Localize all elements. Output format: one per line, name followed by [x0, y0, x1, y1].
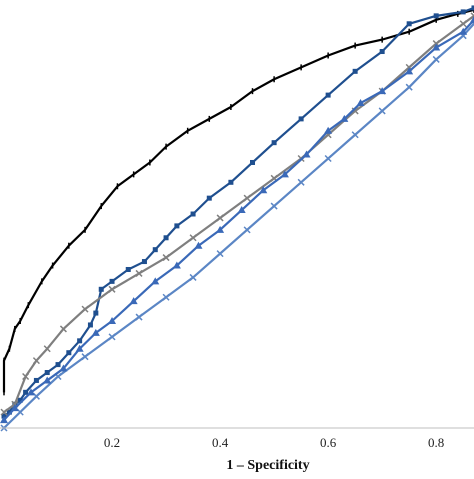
series-3-point	[190, 274, 196, 280]
series-1-point	[353, 69, 358, 74]
series-1-point	[272, 140, 277, 145]
series-1-point	[164, 235, 169, 240]
series-1-point	[174, 223, 179, 228]
series-3-point	[163, 294, 169, 300]
series-1-point	[434, 13, 439, 18]
series-0-group	[4, 7, 474, 395]
x-tick-label: 0.6	[320, 435, 337, 450]
series-layer	[0, 5, 474, 431]
x-tick-layer: 0.2 0.4 0.6 0.8	[104, 435, 444, 450]
series-3-point	[406, 84, 412, 90]
series-4-group	[0, 16, 474, 423]
series-1-point	[23, 390, 28, 395]
series-3-point	[82, 354, 88, 360]
series-1-point	[45, 370, 50, 375]
series-2-point	[460, 21, 466, 27]
series-1-point	[407, 21, 412, 26]
series-3-point	[352, 132, 358, 138]
series-1-point	[99, 287, 104, 292]
series-3-point	[109, 334, 115, 340]
series-2-point	[82, 306, 88, 312]
series-1-point	[93, 311, 98, 316]
series-3-point	[433, 56, 439, 62]
series-3-line	[4, 24, 474, 428]
series-3-point	[325, 156, 331, 162]
x-tick-label: 0.2	[104, 435, 120, 450]
series-3-group	[1, 21, 474, 431]
series-1-point	[326, 93, 331, 98]
series-3-point	[379, 108, 385, 114]
x-tick-label: 0.8	[428, 435, 444, 450]
series-2-point	[33, 358, 39, 364]
series-3-point	[217, 251, 223, 257]
series-1-point	[250, 160, 255, 165]
series-2-point	[244, 195, 250, 201]
series-1-point	[461, 9, 466, 14]
series-1-point	[88, 322, 93, 327]
series-1-point	[380, 49, 385, 54]
series-1-point	[77, 338, 82, 343]
series-1-point	[153, 247, 158, 252]
series-2-point	[60, 326, 66, 332]
series-1-point	[110, 279, 115, 284]
series-1-point	[56, 362, 61, 367]
series-3-point	[271, 203, 277, 209]
series-1-point	[66, 350, 71, 355]
series-1-point	[228, 180, 233, 185]
series-1-point	[142, 259, 147, 264]
series-3-point	[136, 314, 142, 320]
series-1-point	[126, 267, 131, 272]
series-3-point	[244, 227, 250, 233]
series-1-point	[34, 378, 39, 383]
x-axis-title: 1 – Specificity	[226, 458, 309, 473]
series-0-line	[4, 10, 474, 392]
series-2-point	[217, 215, 223, 221]
series-1-point	[299, 116, 304, 121]
series-3-point	[298, 179, 304, 185]
series-1-point	[207, 196, 212, 201]
series-2-point	[190, 235, 196, 241]
x-tick-label: 0.4	[212, 435, 229, 450]
series-1-point	[191, 212, 196, 217]
series-2-point	[44, 346, 50, 352]
series-4-line	[4, 20, 474, 420]
